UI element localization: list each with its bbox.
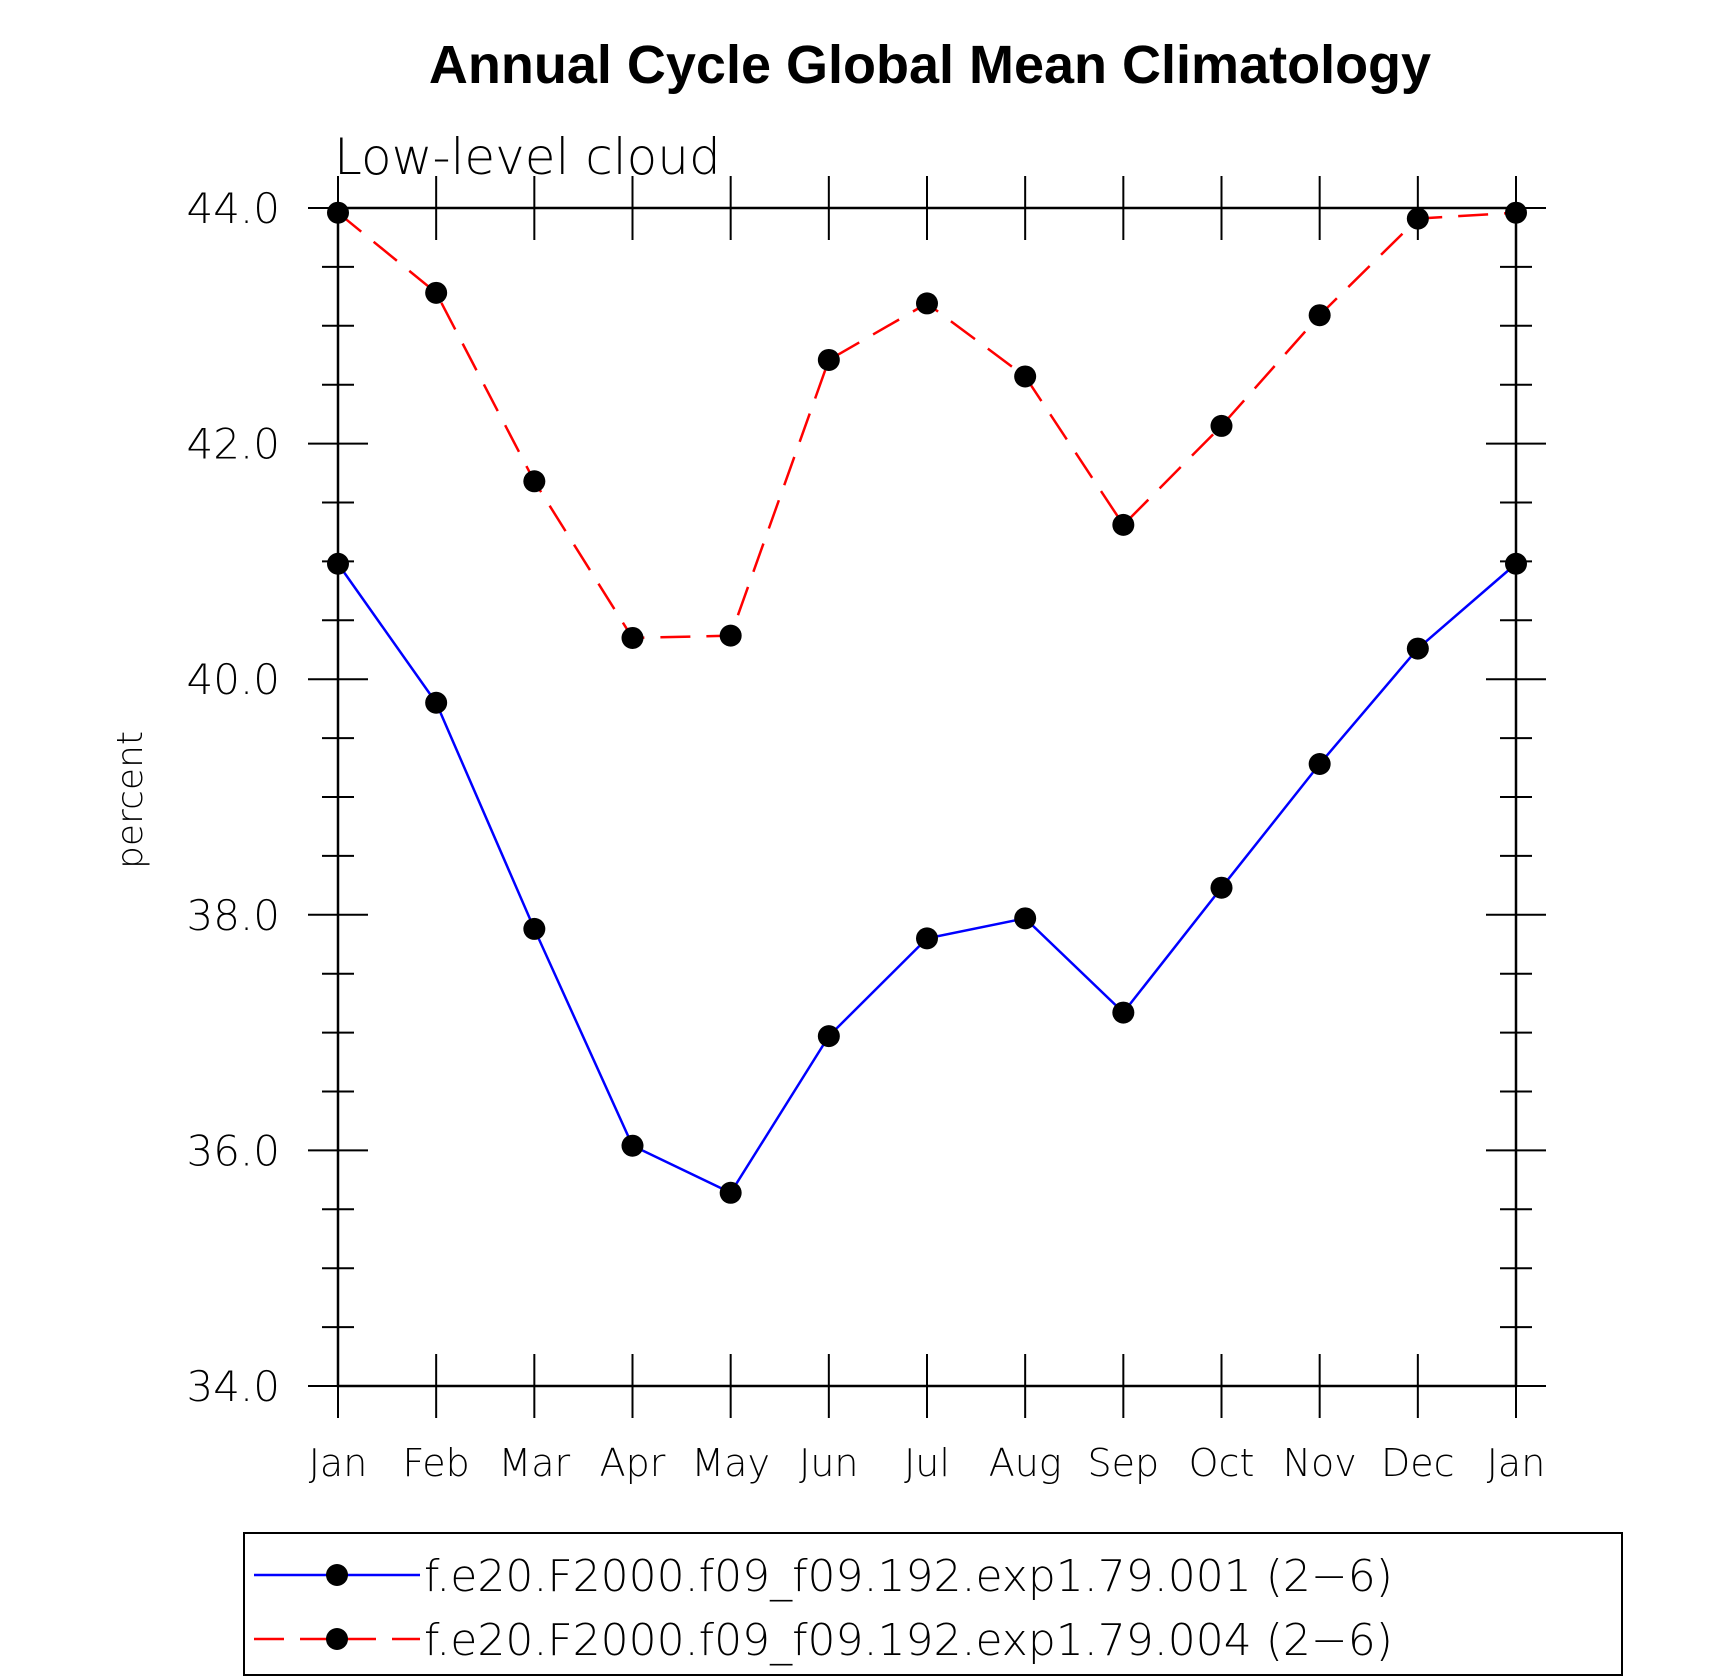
legend-label-2: f.e20.F2000.f09_f09.192.exp1.79.004 (2−6… (424, 1615, 1393, 1666)
y-tick-label: 34.0 (186, 1362, 280, 1411)
data-point (1308, 304, 1331, 327)
x-tick-label: Jan (309, 1441, 368, 1485)
series-line (336, 562, 1517, 1195)
series-1 (327, 552, 1527, 1204)
y-tick-label: 38.0 (186, 891, 280, 940)
series-line (337, 211, 1517, 640)
data-point (1505, 201, 1527, 224)
plot-border (336, 206, 1518, 1388)
data-point (916, 927, 938, 950)
series-layer (327, 201, 1527, 1204)
plot-frame: 34.0 36.0 38.0 40.0 42.0 44.0 Jan Feb Mar Apr May J… (186, 176, 1546, 1485)
series-2 (327, 201, 1527, 649)
x-tick-label: May (691, 1441, 770, 1485)
x-tick-label: Dec (1381, 1441, 1455, 1485)
data-point (817, 348, 840, 371)
chart-title: Annual Cycle Global Mean Climatology (429, 35, 1431, 95)
data-point (817, 1025, 840, 1048)
data-point (621, 626, 644, 649)
legend-box (243, 1532, 1623, 1676)
data-point (719, 1181, 742, 1204)
data-point (621, 1134, 644, 1157)
data-point (523, 917, 546, 940)
data-point (523, 470, 546, 493)
data-point (1014, 365, 1037, 388)
data-point (1112, 1001, 1135, 1024)
data-point (1406, 637, 1429, 660)
data-point (327, 552, 349, 575)
data-point (1112, 513, 1135, 536)
x-tick-label: Jul (904, 1441, 950, 1485)
y-tick-label: 40.0 (186, 655, 280, 704)
data-point (719, 624, 742, 647)
y-tick-label: 36.0 (186, 1126, 280, 1175)
y-axis-label: percent (110, 731, 151, 869)
x-tick-label: Jan (1487, 1441, 1546, 1485)
legend-label-1: f.e20.F2000.f09_f09.192.exp1.79.001 (2−6… (424, 1551, 1393, 1602)
x-tick-label: Oct (1189, 1441, 1255, 1485)
x-tick-label: Apr (600, 1441, 666, 1485)
y-tick-label: 44.0 (186, 184, 280, 233)
data-point (1014, 907, 1037, 930)
x-tick-label: Sep (1088, 1441, 1160, 1485)
legend-marker-1 (326, 1564, 348, 1586)
x-tick-label: Aug (989, 1441, 1062, 1485)
legend: f.e20.F2000.f09_f09.192.exp1.79.001 (2−6… (243, 1532, 1623, 1676)
x-tick-label: Mar (498, 1441, 570, 1485)
data-point (327, 201, 349, 224)
data-point (1308, 753, 1331, 776)
y-tick-label: 42.0 (186, 420, 280, 469)
x-tick-label: Nov (1283, 1441, 1357, 1485)
data-point (1406, 207, 1429, 230)
x-tick-label: Jun (799, 1441, 858, 1485)
data-point (425, 281, 448, 304)
data-point (1210, 876, 1233, 899)
legend-marker-2 (326, 1628, 348, 1650)
data-point (1505, 552, 1527, 575)
data-point (916, 292, 938, 315)
data-point (1210, 414, 1233, 437)
x-tick-label: Feb (403, 1441, 470, 1485)
data-point (425, 691, 448, 714)
chart-subtitle: Low-level cloud (334, 128, 721, 186)
